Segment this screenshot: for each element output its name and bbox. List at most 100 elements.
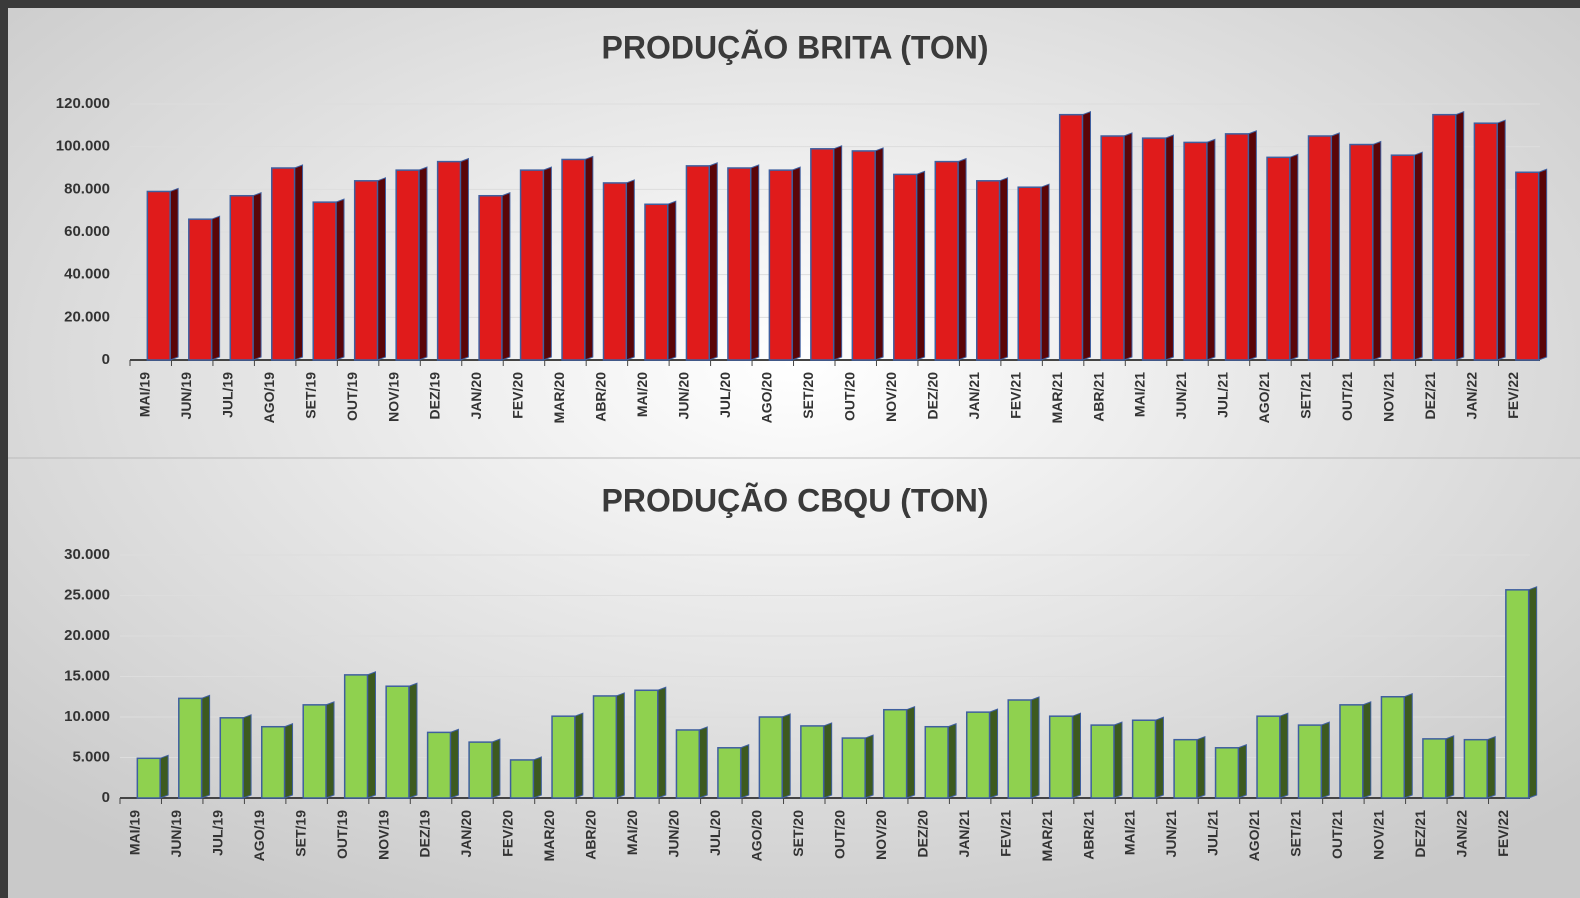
bar-side [491,738,501,799]
x-tick-label: AGO/20 [758,372,774,424]
x-tick-label: JUL/19 [209,810,225,856]
bar [1349,143,1374,361]
bar-side [999,177,1009,361]
bar-side [823,722,833,799]
bar [1432,113,1457,361]
x-tick-label: AGO/20 [748,810,764,862]
bar [851,150,876,361]
bar [634,689,659,799]
bar [965,711,991,799]
bar-side [957,157,967,361]
bar [592,695,618,799]
bar [1100,135,1125,361]
bar-side [501,192,511,361]
x-tick-label: AGO/19 [251,810,267,862]
bar-side [542,166,552,361]
bar-side [791,166,801,361]
x-tick-label: MAR/20 [551,372,567,424]
bar-side [1289,153,1299,361]
bar-side [989,708,999,799]
bar-side [169,187,179,361]
bar [675,729,701,799]
bar [478,194,503,361]
bar-side [1330,132,1340,361]
x-tick-label: NOV/20 [883,372,899,422]
bar-side [574,712,584,799]
x-tick-label: JUL/21 [1205,810,1221,856]
x-tick-label: SET/20 [790,810,806,857]
bar [1463,738,1488,799]
x-tick-label: JUL/19 [219,372,235,418]
bar [975,180,1001,361]
x-tick-label: OUT/20 [841,372,857,421]
y-tick-label: 120.000 [56,95,110,112]
chart-title: PRODUÇÃO BRITA (TON) [602,29,989,65]
bar [883,708,908,799]
bar [800,725,825,799]
x-tick-label: FEV/22 [1505,372,1521,419]
x-tick-label: JUN/21 [1173,372,1189,420]
x-tick-label: SET/21 [1288,810,1304,857]
x-tick-label: OUT/19 [344,372,360,421]
bar-side [1164,134,1174,361]
bar [1266,156,1291,361]
bar-side [781,713,791,799]
bar [644,203,669,361]
y-tick-label: 30.000 [64,546,110,563]
x-tick-label: JUL/20 [717,372,733,418]
y-tick-label: 60.000 [64,223,110,240]
x-tick-label: MAR/21 [1039,810,1055,862]
bar [178,697,203,799]
bar-side [284,722,294,799]
x-tick-label: NOV/19 [375,810,391,860]
bar-side [1237,744,1247,799]
bar [717,747,742,799]
bar-side [1081,110,1091,361]
bar [561,158,586,361]
x-tick-label: AGO/21 [1246,810,1262,862]
bar-side [1445,735,1455,799]
bar-side [1528,586,1538,799]
bar-side [532,756,542,799]
bar [685,165,711,361]
bar [1256,715,1281,799]
bar-side [906,705,916,799]
y-tick-label: 25.000 [64,586,110,603]
bar [1141,137,1167,361]
bar [468,741,493,799]
bar [934,160,959,361]
x-tick-label: JAN/20 [458,810,474,858]
bar-side [740,744,750,799]
x-tick-label: JUN/20 [676,372,692,420]
x-tick-label: NOV/21 [1371,810,1387,860]
bar-side [947,722,957,799]
bar [768,169,793,361]
bar-side [864,734,874,799]
bar-side [1247,130,1257,361]
bar-side [874,147,884,361]
x-tick-label: FEV/20 [510,372,526,419]
x-tick-label: ABR/20 [593,372,609,422]
x-tick-label: OUT/21 [1329,810,1345,859]
chart-title: PRODUÇÃO CBQU (TON) [602,482,989,518]
x-tick-label: MAI/19 [126,810,142,855]
bar-side [459,157,469,361]
x-tick-label: DEZ/21 [1412,810,1428,858]
bar-side [833,145,843,361]
x-tick-label: JAN/21 [956,810,972,858]
bar [1515,171,1540,361]
x-tick-label: DEZ/20 [914,810,930,858]
x-tick-label: DEZ/19 [417,810,433,858]
bar [1505,589,1530,799]
x-tick-label: SET/19 [292,810,308,857]
x-tick-label: MAI/21 [1122,810,1138,855]
x-tick-label: JUN/20 [666,810,682,858]
y-tick-label: 80.000 [64,180,110,197]
bar [893,173,918,361]
y-tick-label: 100.000 [56,138,110,155]
y-tick-label: 5.000 [72,748,110,765]
bar [302,704,327,799]
x-tick-label: NOV/19 [385,372,401,422]
bar [758,716,783,799]
